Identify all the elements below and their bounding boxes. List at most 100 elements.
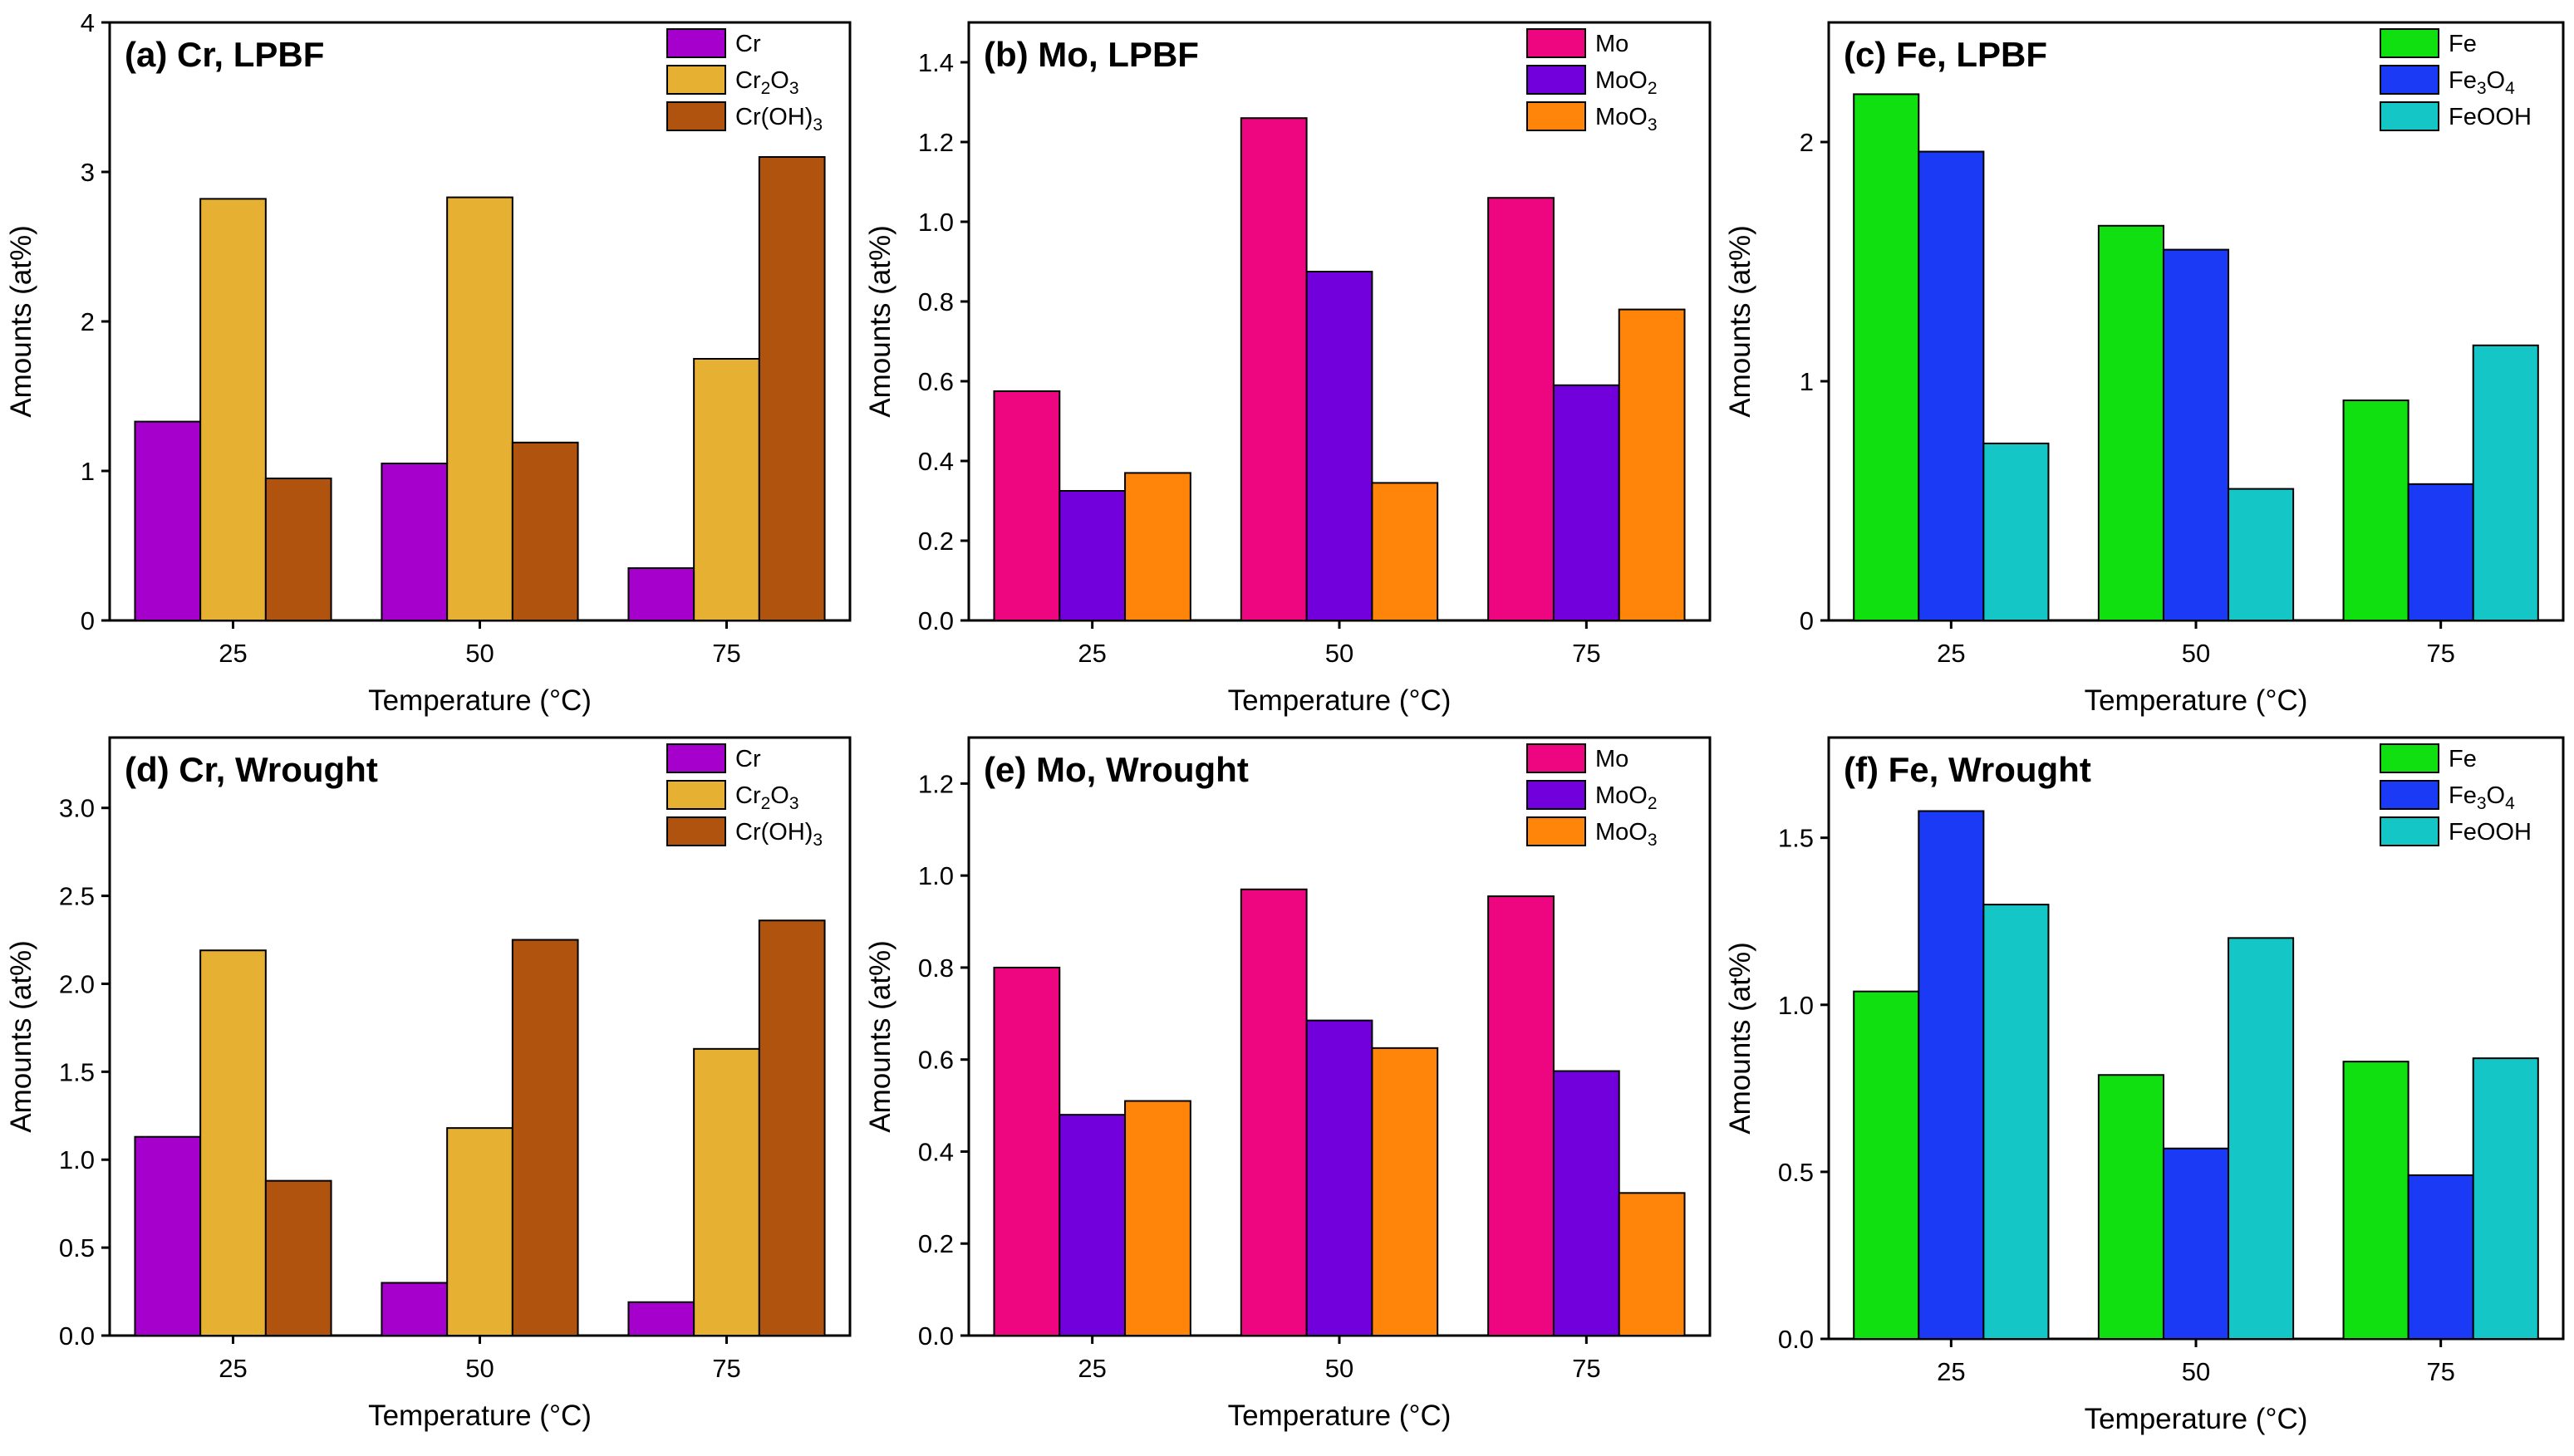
x-tick-label: 50 xyxy=(1325,639,1353,668)
bar-cr2o3-75 xyxy=(693,1047,760,1336)
legend-label-croh3-part: Cr(OH) xyxy=(735,819,813,846)
legend-label-moo3-part: 3 xyxy=(1648,115,1658,135)
legend-label-fe3o4-part: O xyxy=(2487,67,2506,94)
legend-label-fe3o4-part: 3 xyxy=(2477,79,2487,98)
bar-moo2-50 xyxy=(1305,271,1373,621)
bar-moo3-75 xyxy=(1618,1192,1686,1337)
x-axis-label: Temperature (°C) xyxy=(2085,684,2308,717)
y-tick-label: 1.2 xyxy=(918,769,954,798)
legend-label-cr2o3-part: Cr xyxy=(735,67,761,94)
x-tick-label: 75 xyxy=(1572,639,1600,668)
bar-fe3o4-50 xyxy=(2162,1147,2230,1340)
bar-moo3-50 xyxy=(1371,482,1439,622)
y-tick-label: 0.0 xyxy=(1778,1325,1814,1354)
legend-label-croh3: Cr(OH)3 xyxy=(735,104,823,135)
legend-label-cr2o3-part: O xyxy=(770,782,789,809)
x-axis-label: Temperature (°C) xyxy=(1228,1400,1452,1432)
y-tick-label: 1.5 xyxy=(1778,824,1814,853)
y-tick-label: 1.0 xyxy=(918,208,954,237)
y-tick-label: 1.5 xyxy=(59,1057,95,1086)
bar-croh3-50 xyxy=(511,441,579,621)
x-tick-label: 25 xyxy=(1937,639,1965,668)
legend-swatch-fe xyxy=(2380,28,2439,58)
bar-fe-25 xyxy=(1853,990,1920,1340)
bar-cr2o3-25 xyxy=(199,949,267,1337)
legend-label-fe3o4-part: 4 xyxy=(2505,794,2515,813)
legend-label-fe3o4-part: 3 xyxy=(2477,794,2487,813)
chart-panel-3: 25 50 75 0 1 2 Temperature (°C) Amounts (at%) (c… xyxy=(1724,21,2565,717)
legend-label-mo-part: Mo xyxy=(1595,746,1628,772)
bar-croh3-75 xyxy=(758,156,826,621)
y-axis-label: Amounts (at%) xyxy=(1724,942,1756,1134)
legend-swatch-cr2o3 xyxy=(666,780,726,810)
y-tick-label: 4 xyxy=(81,8,95,37)
x-tick-label: 50 xyxy=(465,639,494,668)
bar-cr-50 xyxy=(381,1282,449,1336)
bar-fe3o4-25 xyxy=(1918,150,1985,621)
legend-swatch-feooh xyxy=(2380,101,2439,131)
bar-moo3-75 xyxy=(1618,308,1686,621)
y-tick-label: 2.0 xyxy=(59,969,95,998)
bar-mo-25 xyxy=(993,390,1061,621)
y-axis-label: Amounts (at%) xyxy=(1724,225,1756,417)
legend-label-fe3o4-part: 4 xyxy=(2505,79,2515,98)
legend-label-cr2o3-part: 3 xyxy=(789,794,799,813)
y-tick-label: 0.6 xyxy=(918,367,954,396)
bar-moo2-25 xyxy=(1059,1114,1127,1336)
legend-swatch-feooh xyxy=(2380,816,2439,846)
bar-mo-25 xyxy=(993,966,1061,1337)
legend-label-fe3o4: Fe3O4 xyxy=(2449,782,2515,813)
bar-fe-75 xyxy=(2342,1061,2409,1340)
legend-label-fe3o4-part: Fe xyxy=(2449,67,2477,94)
x-tick-label: 75 xyxy=(2426,639,2454,668)
x-tick-label: 25 xyxy=(219,639,247,668)
legend-label-feooh-part: FeOOH xyxy=(2449,104,2532,130)
bar-feooh-75 xyxy=(2472,344,2539,621)
y-tick-label: 0.8 xyxy=(918,954,954,983)
bar-fe-25 xyxy=(1853,93,1920,621)
legend-swatch-fe xyxy=(2380,743,2439,773)
legend-label-moo3: MoO3 xyxy=(1595,819,1658,850)
legend-label-cr: Cr xyxy=(735,31,761,57)
legend-label-cr: Cr xyxy=(735,746,761,772)
legend-label-croh3-part: 3 xyxy=(813,831,823,850)
panel-title: (a) Cr, LPBF xyxy=(125,35,324,74)
y-tick-label: 0.2 xyxy=(918,527,954,556)
bar-fe-50 xyxy=(2097,1074,2164,1340)
legend-label-feooh: FeOOH xyxy=(2449,104,2532,130)
y-axis-label: Amounts (at%) xyxy=(864,940,896,1132)
x-tick-label: 50 xyxy=(2182,639,2210,668)
chart-panel-5: 25 50 75 0.0 0.2 0.4 0.6 0.8 1.0 1.2 Temperature (… xyxy=(864,736,1712,1432)
legend-label-cr2o3-part: 2 xyxy=(761,794,771,813)
legend-label-moo2: MoO2 xyxy=(1595,67,1658,98)
y-tick-label: 3.0 xyxy=(59,794,95,823)
legend-label-moo3-part: MoO xyxy=(1595,104,1648,130)
legend-label-moo2-part: MoO xyxy=(1595,67,1648,94)
y-tick-label: 0.0 xyxy=(59,1321,95,1351)
x-tick-label: 25 xyxy=(1078,639,1106,668)
legend-swatch-cr2o3 xyxy=(666,65,726,95)
bar-cr2o3-50 xyxy=(446,1127,513,1337)
bar-feooh-25 xyxy=(1982,442,2050,621)
x-tick-label: 25 xyxy=(219,1354,247,1383)
legend-swatch-moo3 xyxy=(1526,816,1586,846)
legend-swatch-moo2 xyxy=(1526,65,1586,95)
bar-fe-75 xyxy=(2342,400,2409,621)
y-tick-label: 1.4 xyxy=(918,48,954,77)
chart-panel-4: 25 50 75 0.0 0.5 1.0 1.5 2.0 2.5 3.0 Temperature (… xyxy=(5,736,852,1432)
legend-label-cr-part: Cr xyxy=(735,746,761,772)
legend-label-fe: Fe xyxy=(2449,31,2477,57)
bar-feooh-75 xyxy=(2472,1057,2539,1340)
bar-fe3o4-75 xyxy=(2407,1174,2474,1341)
legend-label-fe: Fe xyxy=(2449,746,2477,772)
x-tick-label: 50 xyxy=(1325,1354,1353,1383)
legend-label-cr2o3: Cr2O3 xyxy=(735,67,799,98)
panel-title: (f) Fe, Wrought xyxy=(1844,750,2091,789)
y-tick-label: 2.5 xyxy=(59,882,95,911)
bar-cr-50 xyxy=(381,463,449,621)
bar-croh3-50 xyxy=(511,939,579,1336)
y-tick-label: 1.0 xyxy=(59,1145,95,1174)
x-tick-label: 75 xyxy=(2426,1357,2454,1386)
legend-swatch-croh3 xyxy=(666,816,726,846)
